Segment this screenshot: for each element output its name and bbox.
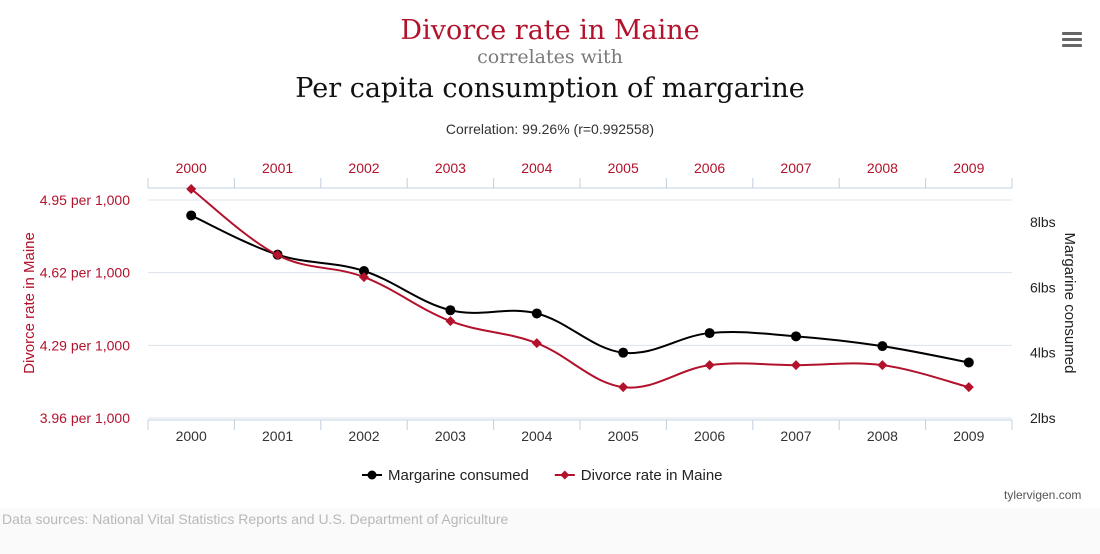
bottom-x-tick-label: 2002: [348, 428, 379, 444]
title-connector: correlates with: [477, 46, 623, 68]
hamburger-menu-icon[interactable]: [1060, 32, 1084, 52]
margarine-consumed-point: [877, 341, 888, 352]
top-x-tick-label: 2005: [608, 160, 639, 176]
margarine-consumed-point: [445, 305, 456, 316]
divorce-rate-in-maine-point: [877, 360, 888, 371]
left-y-tick-label: 4.95 per 1,000: [40, 192, 131, 208]
bottom-x-tick-label: 2008: [867, 428, 898, 444]
margarine-consumed-point: [186, 210, 197, 221]
legend-margarine-consumed-marker: [367, 470, 377, 480]
footer: Data sources: National Vital Statistics …: [0, 508, 1100, 554]
bottom-x-tick-label: 2000: [176, 428, 207, 444]
divorce-rate-in-maine-point: [704, 360, 715, 371]
line-chart: 2000 2000 2001 2001 2002 2002 2003 2003 2004 2004…: [21, 160, 1078, 484]
top-x-tick-label: 2003: [435, 160, 466, 176]
top-x-tick-label: 2006: [694, 160, 725, 176]
bottom-x-tick-label: 2005: [608, 428, 639, 444]
left-y-tick-label: 4.62 per 1,000: [40, 265, 131, 281]
divorce-rate-in-maine-point: [272, 250, 283, 261]
legend-divorce-rate-in-maine-marker: [560, 470, 570, 480]
bottom-x-tick-label: 2001: [262, 428, 293, 444]
top-x-tick-label: 2001: [262, 160, 293, 176]
divorce-rate-in-maine-point: [531, 338, 542, 349]
top-x-tick-label: 2008: [867, 160, 898, 176]
divorce-rate-in-maine-point: [963, 382, 974, 393]
divorce-rate-in-maine-point: [186, 183, 197, 194]
chart-title-block: Divorce rate in Maine correlates with Pe…: [0, 14, 1100, 106]
margarine-consumed-point: [359, 266, 369, 276]
data-sources-note: Data sources: National Vital Statistics …: [2, 511, 509, 527]
bottom-x-tick-label: 2003: [435, 428, 466, 444]
margarine-consumed-point: [791, 331, 801, 342]
divorce-rate-in-maine-point: [618, 382, 629, 393]
left-y-tick-label: 4.29 per 1,000: [40, 337, 131, 353]
divorce-rate-in-maine-point: [445, 316, 456, 327]
bottom-x-tick-label: 2009: [953, 428, 984, 444]
divorce-rate-in-maine-line: [190, 188, 970, 389]
left-axis-title: Divorce rate in Maine: [21, 232, 38, 374]
margarine-consumed-point: [704, 328, 715, 339]
chart-subtitle: Per capita consumption of margarine: [295, 73, 805, 104]
right-y-tick-label: 2lbs: [1030, 410, 1056, 426]
watermark: tylervigen.com: [1004, 488, 1082, 502]
right-y-tick-label: 4lbs: [1030, 345, 1056, 361]
divorce-rate-in-maine-point: [791, 360, 801, 371]
correlation-label: Correlation: 99.26% (r=0.992558): [445, 121, 655, 137]
bottom-x-tick-label: 2006: [694, 428, 725, 444]
left-y-tick-label: 3.96 per 1,000: [40, 410, 131, 426]
margarine-consumed-line: [190, 214, 969, 364]
top-x-tick-label: 2007: [780, 160, 811, 176]
legend-divorce-rate-in-maine-label[interactable]: Divorce rate in Maine: [581, 467, 723, 484]
top-x-tick-label: 2000: [176, 160, 207, 176]
bottom-x-tick-label: 2004: [521, 428, 552, 444]
bottom-x-tick-label: 2007: [780, 428, 811, 444]
margarine-consumed-point: [618, 347, 629, 358]
right-y-tick-label: 6lbs: [1030, 279, 1056, 295]
divorce-rate-in-maine-point: [359, 272, 369, 283]
legend-margarine-consumed-label[interactable]: Margarine consumed: [388, 467, 529, 484]
top-x-tick-label: 2004: [521, 160, 552, 176]
top-x-tick-label: 2002: [348, 160, 379, 176]
margarine-consumed-point: [963, 357, 974, 368]
right-y-tick-label: 8lbs: [1030, 214, 1056, 230]
chart-title: Divorce rate in Maine: [400, 15, 700, 46]
right-axis-title: Margarine consumed: [1061, 233, 1078, 374]
margarine-consumed-point: [531, 308, 542, 319]
top-x-tick-label: 2009: [953, 160, 984, 176]
